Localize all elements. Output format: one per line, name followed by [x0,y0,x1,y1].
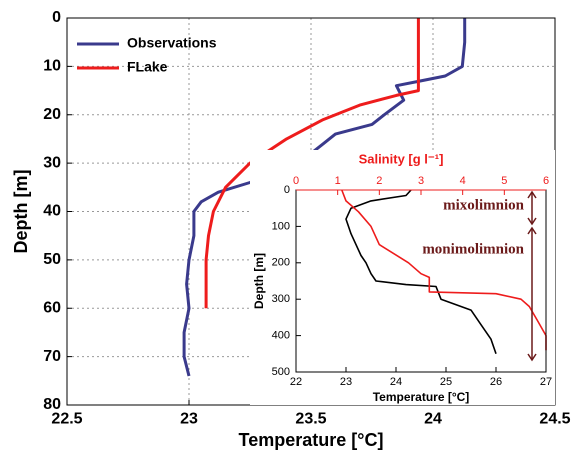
x-tick-label: 24.5 [539,411,570,428]
data-line [345,189,497,355]
x2-tick-label: 5 [501,175,507,187]
x-tick-label: 25 [440,376,452,388]
arrow-head [527,226,537,362]
x-tick-label: 24 [390,376,402,388]
y-tick-label: 60 [43,299,61,316]
legend-label: Observations [127,35,217,51]
y-tick-label: 50 [43,251,61,268]
y-tick-label: 0 [52,9,61,26]
x-tick-label: 26 [490,376,502,388]
y-tick-label: 70 [43,348,61,365]
x2-axis-title: Salinity [g l⁻¹] [359,151,444,166]
x-tick-label: 24 [424,411,442,428]
x-axis-title: Temperature [°C] [239,430,384,450]
y-tick-label: 400 [272,330,290,342]
x2-tick-label: 0 [293,175,299,187]
y-tick-label: 500 [272,366,290,378]
y-tick-label: 30 [43,154,61,171]
x2-tick-label: 2 [376,175,382,187]
data-line [341,189,547,351]
annotation: mixolimnion [443,197,525,213]
y-axis-title: Depth [m] [252,253,266,309]
x-tick-label: 23 [180,411,198,428]
y-tick-label: 100 [272,220,290,232]
y-tick-label: 80 [43,396,61,413]
x-tick-label: 22 [290,376,302,388]
y-tick-label: 200 [272,257,290,269]
legend-label: FLake [127,59,168,75]
y-tick-label: 20 [43,106,61,123]
x-tick-label: 27 [540,376,552,388]
x-axis-title: Temperature [°C] [373,390,470,404]
x2-tick-label: 1 [335,175,341,187]
y-tick-label: 10 [43,58,61,75]
arrow-head [527,190,537,226]
y-tick-label: 300 [272,293,290,305]
x2-tick-label: 4 [460,175,466,187]
y-tick-label: 40 [43,203,61,220]
x2-tick-label: 6 [543,175,549,187]
y-tick-label: 0 [284,184,290,196]
x-tick-label: 22.5 [51,411,82,428]
x2-tick-label: 3 [418,175,424,187]
y-axis-title: Depth [m] [11,170,31,254]
annotation: monimolimnion [422,241,524,257]
x-tick-label: 23 [340,376,352,388]
x-tick-label: 23.5 [295,411,326,428]
